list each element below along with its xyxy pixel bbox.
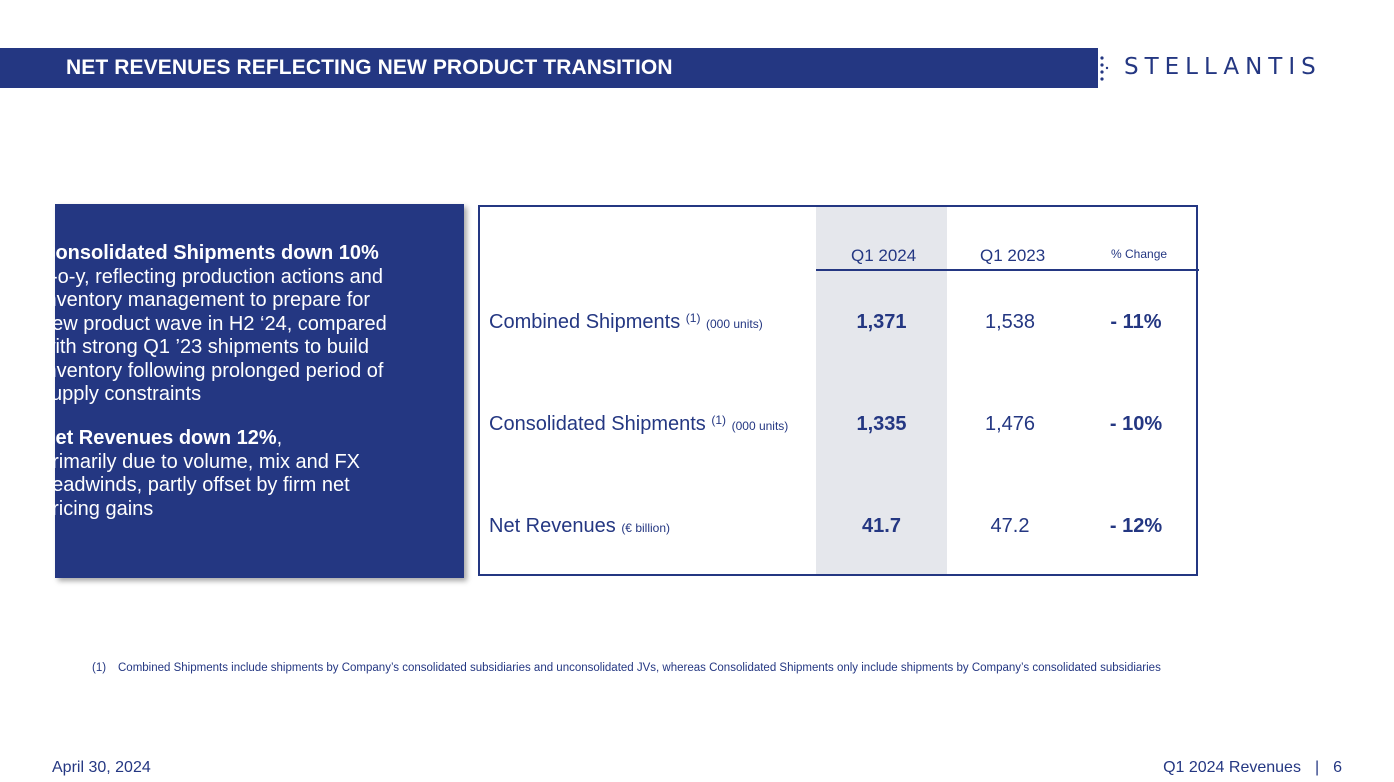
row-label-consolidated-shipments: Consolidated Shipments (1) (000 units): [489, 413, 789, 435]
bullet-text: Net Revenues down 12%, primarily due to …: [41, 427, 361, 520]
logo-wordmark: STELLANTIS: [1124, 54, 1322, 80]
revenue-table: [478, 205, 1198, 576]
footer-report-info: Q1 2024 Revenues | 6: [1163, 759, 1342, 777]
page-title: NET REVENUES REFLECTING NEW PRODUCT TRAN…: [66, 56, 673, 79]
table-cell: - 10%: [1109, 413, 1163, 435]
row-label-net-revenues: Net Revenues (€ billion): [489, 515, 670, 537]
table-cell: - 12%: [1109, 515, 1163, 537]
bullet-body: primarily due to volume, mix and FX head…: [41, 450, 361, 520]
table-cell: 47.2: [990, 515, 1030, 537]
footnote-text: Combined Shipments include shipments by …: [118, 662, 1161, 674]
footnote-number: (1): [92, 662, 107, 674]
table-cell: 1,335: [856, 413, 907, 435]
highlight-column: [816, 207, 947, 576]
title-band: NET REVENUES REFLECTING NEW PRODUCT TRAN…: [0, 48, 1098, 88]
page-number: 6: [1333, 759, 1342, 776]
logo-dots-icon: [1094, 52, 1109, 84]
column-header-change: % Change: [1111, 247, 1168, 261]
footnote: (1) Combined Shipments include shipments …: [92, 662, 1161, 674]
table-cell: 41.7: [862, 515, 901, 537]
table-cell: 1,538: [984, 311, 1036, 333]
bullet-text: Consolidated Shipments down 10% y-o-y, r…: [41, 242, 399, 407]
column-header-q1-2023: Q1 2023: [980, 246, 1046, 265]
row-label-combined-shipments: Combined Shipments (1) (000 units): [489, 311, 763, 333]
table-cell: 1,371: [856, 311, 907, 333]
footer-separator: |: [1314, 759, 1320, 776]
table-cell: - 11%: [1110, 311, 1162, 333]
footer-date: April 30, 2024: [52, 759, 151, 776]
bullet-bold: Consolidated Shipments down 10%: [41, 242, 379, 264]
bullet-dot-icon: •: [14, 242, 22, 264]
column-header-q1-2024: Q1 2024: [851, 246, 917, 265]
bullet-body: y-o-y, reflecting production actions and…: [41, 265, 387, 406]
table-cell: 1,476: [984, 413, 1036, 435]
footer-report-name: Q1 2024 Revenues: [1163, 759, 1301, 776]
bullet-bold: Net Revenues down 12%: [41, 427, 277, 449]
summary-panel: [55, 204, 464, 578]
stellantis-logo: STELLANTIS: [1088, 42, 1358, 94]
header-rule: [816, 269, 1199, 271]
bullet-dot-icon: •: [14, 427, 22, 449]
